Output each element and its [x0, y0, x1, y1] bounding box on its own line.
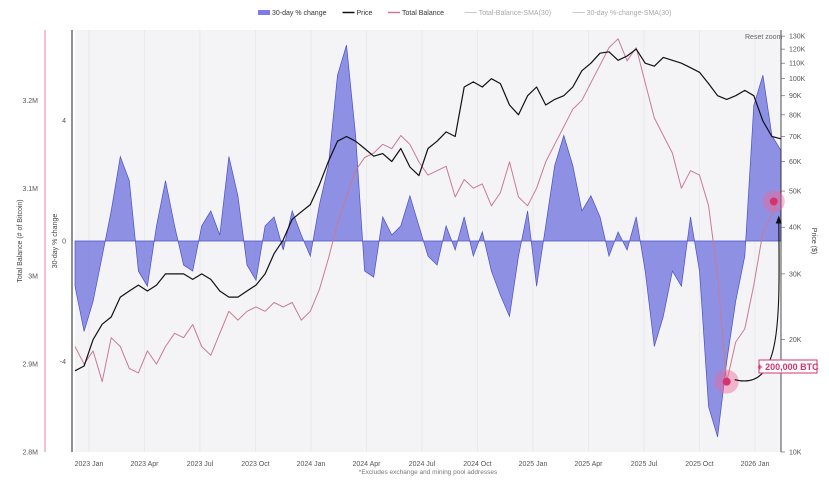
price-tick-label: 50K: [789, 189, 802, 196]
x-tick-label: 2024 Oct: [463, 461, 491, 468]
legend-label: 30-day % change: [272, 10, 327, 17]
price-tick-label: 100K: [789, 76, 806, 83]
annotation-high-dot: [769, 197, 778, 206]
x-tick-label: 2023 Jul: [187, 461, 214, 468]
annotation-label: + 200,000 BTC: [757, 362, 819, 372]
x-tick-label: 2024 Apr: [352, 461, 381, 468]
annotation-arrowhead: [775, 215, 782, 224]
legend-item[interactable]: Total-Balance-SMA(30): [464, 10, 551, 17]
price-tick-label: 20K: [789, 337, 802, 344]
price-tick-label: 70K: [789, 134, 802, 141]
balance-tick-label: 3.1M: [22, 186, 38, 193]
annotation-arrow: [734, 219, 780, 382]
x-tick-label: 2026 Jan: [741, 461, 770, 468]
series-layer: [74, 38, 782, 438]
price-tick-label: 30K: [789, 271, 802, 278]
price-axis-title: Price ($): [810, 228, 817, 254]
legend-label: Total-Balance-SMA(30): [479, 10, 551, 17]
x-tick-label: 2025 Jan: [519, 461, 548, 468]
change-tick-label: -4: [60, 359, 66, 366]
x-tick-label: 2025 Jul: [631, 461, 658, 468]
x-tick-label: 2025 Apr: [574, 461, 603, 468]
balance-tick-label: 2.8M: [22, 450, 38, 457]
annotation-box: [758, 359, 818, 374]
legend-item[interactable]: Price: [342, 10, 373, 17]
annotation-low-dot: [722, 377, 731, 386]
legend-swatch: [258, 10, 270, 15]
series-price-line: [74, 48, 782, 372]
price-tick-label: 60K: [789, 159, 802, 166]
price-tick-label: 110K: [789, 61, 805, 68]
price-tick-label: 130K: [789, 34, 806, 41]
annotation: + 200,000 BTC: [714, 190, 819, 394]
price-tick-label: 120K: [789, 47, 806, 54]
legend-item[interactable]: 30-day % change: [258, 10, 327, 17]
legend-label: Total Balance: [402, 10, 444, 17]
legend-item[interactable]: Total Balance: [388, 10, 444, 17]
price-tick-label: 80K: [789, 112, 802, 119]
x-tick-label: 2023 Jan: [75, 461, 104, 468]
x-tick-label: 2024 Jul: [409, 461, 436, 468]
x-tick-label: 2024 Jan: [297, 461, 326, 468]
balance-tick-label: 2.9M: [22, 362, 38, 369]
balance-axis-title: Total Balance (# of Bitcoin): [17, 199, 24, 282]
footnote: *Excludes exchange and mining pool addre…: [359, 469, 498, 476]
price-tick-label: 40K: [789, 225, 802, 232]
legend-item[interactable]: 30-day %-change-SMA(30): [572, 10, 672, 17]
change-tick-label: 0: [62, 239, 66, 246]
balance-tick-label: 3.2M: [22, 98, 38, 105]
series-change-area: [74, 44, 782, 438]
series-total-balance-line: [74, 38, 782, 383]
x-tick-label: 2023 Apr: [130, 461, 159, 468]
x-tick-label: 2023 Oct: [241, 461, 269, 468]
axes-layer: 2023 Jan 2023 Apr 2023 Jul 2023 Oct 2024 Jan…: [17, 30, 817, 468]
legend[interactable]: 30-day % change Price Total Balance Total-B…: [258, 10, 671, 17]
reset-zoom-button[interactable]: Reset zoom: [745, 34, 783, 41]
change-axis-title: 30-day % change: [52, 214, 59, 269]
legend-label: 30-day %-change-SMA(30): [587, 10, 672, 17]
legend-label: Price: [357, 10, 373, 17]
price-tick-label: 10K: [789, 450, 802, 457]
x-tick-label: 2025 Oct: [685, 461, 713, 468]
change-tick-label: 4: [62, 118, 66, 125]
balance-tick-label: 3M: [28, 274, 38, 281]
price-tick-label: 90K: [789, 93, 802, 100]
